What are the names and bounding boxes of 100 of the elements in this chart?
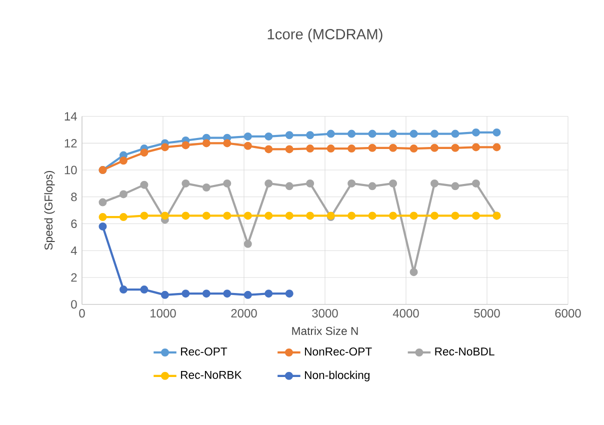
point <box>202 289 210 298</box>
point <box>285 145 294 154</box>
point <box>492 128 501 136</box>
y-tick-label: 4 <box>70 246 77 255</box>
y-tick-label: 14 <box>64 112 77 120</box>
point <box>264 212 273 220</box>
point <box>244 290 252 299</box>
point <box>264 132 273 140</box>
y-tick-label: 8 <box>71 192 77 201</box>
legend-label: NonRec-OPT <box>304 347 372 356</box>
point <box>140 212 148 220</box>
point <box>140 148 148 156</box>
point <box>368 144 376 152</box>
point <box>306 144 314 152</box>
point <box>368 130 376 138</box>
point <box>368 212 376 220</box>
point <box>326 144 335 152</box>
point <box>182 141 190 150</box>
point <box>389 130 398 138</box>
y-tick-label: 0 <box>71 300 77 308</box>
y-tick-label: 10 <box>64 166 77 174</box>
point <box>326 130 335 138</box>
point <box>285 182 294 190</box>
legend-label: Rec-OPT <box>181 347 228 356</box>
point <box>98 222 107 230</box>
point <box>430 130 439 138</box>
point <box>389 179 398 188</box>
point <box>244 132 252 140</box>
point <box>119 190 128 198</box>
point <box>264 145 273 154</box>
point <box>285 212 294 220</box>
point <box>182 179 190 188</box>
x-tick-label: 3000 <box>312 308 338 318</box>
point <box>472 143 480 152</box>
point <box>389 212 398 220</box>
point <box>264 289 273 298</box>
point <box>160 143 169 152</box>
point <box>430 212 439 220</box>
x-axis-title: Matrix Size N <box>292 326 358 335</box>
point <box>244 142 252 150</box>
point <box>223 139 232 148</box>
y-tick-label: 12 <box>64 138 77 148</box>
x-tick-label: 0 <box>79 308 85 318</box>
point <box>472 179 480 188</box>
x-tick-label: 1000 <box>150 308 176 318</box>
point <box>451 212 460 220</box>
point <box>223 212 232 220</box>
chart-title: 1core (MCDRAM) <box>268 28 382 42</box>
x-tick-label: 2000 <box>231 308 257 318</box>
point <box>140 285 148 294</box>
legend-label: Rec-NoRBK <box>181 370 242 379</box>
point <box>223 179 232 188</box>
point <box>492 143 501 152</box>
point <box>410 212 418 220</box>
point <box>410 130 418 138</box>
point <box>140 180 148 189</box>
point <box>306 179 314 188</box>
point <box>182 289 190 298</box>
point <box>244 212 252 220</box>
point <box>182 212 190 220</box>
point <box>285 289 294 298</box>
point <box>368 182 376 190</box>
point <box>451 144 460 152</box>
point <box>223 289 232 298</box>
point <box>202 212 210 220</box>
point <box>472 212 480 220</box>
point <box>264 179 273 188</box>
point <box>202 139 210 148</box>
point <box>348 144 356 152</box>
point <box>202 183 210 192</box>
point <box>348 179 356 188</box>
x-tick-label: 4000 <box>392 308 419 318</box>
point <box>430 144 439 152</box>
point <box>410 268 418 276</box>
point <box>410 144 418 152</box>
point <box>160 290 169 299</box>
point <box>348 130 356 138</box>
point <box>348 212 356 220</box>
point <box>119 156 128 164</box>
point <box>119 285 128 294</box>
point <box>98 198 107 206</box>
y-axis-title: Speed (GFlops) <box>44 170 55 250</box>
x-tick-label: 6000 <box>555 308 581 318</box>
point <box>160 212 169 220</box>
point <box>430 179 439 188</box>
point <box>451 182 460 190</box>
point <box>98 212 107 221</box>
point <box>389 144 398 152</box>
point <box>306 130 314 139</box>
y-tick-label: 2 <box>71 273 77 282</box>
y-tick-label: 6 <box>71 219 77 228</box>
x-tick-label: 5000 <box>474 308 500 318</box>
point <box>472 128 480 136</box>
point <box>119 212 128 221</box>
point <box>244 240 252 248</box>
legend-label: Non-blocking <box>304 370 370 382</box>
point <box>285 130 294 139</box>
point <box>306 212 314 220</box>
legend-label: Rec-NoBDL <box>435 347 494 356</box>
point <box>451 130 460 138</box>
